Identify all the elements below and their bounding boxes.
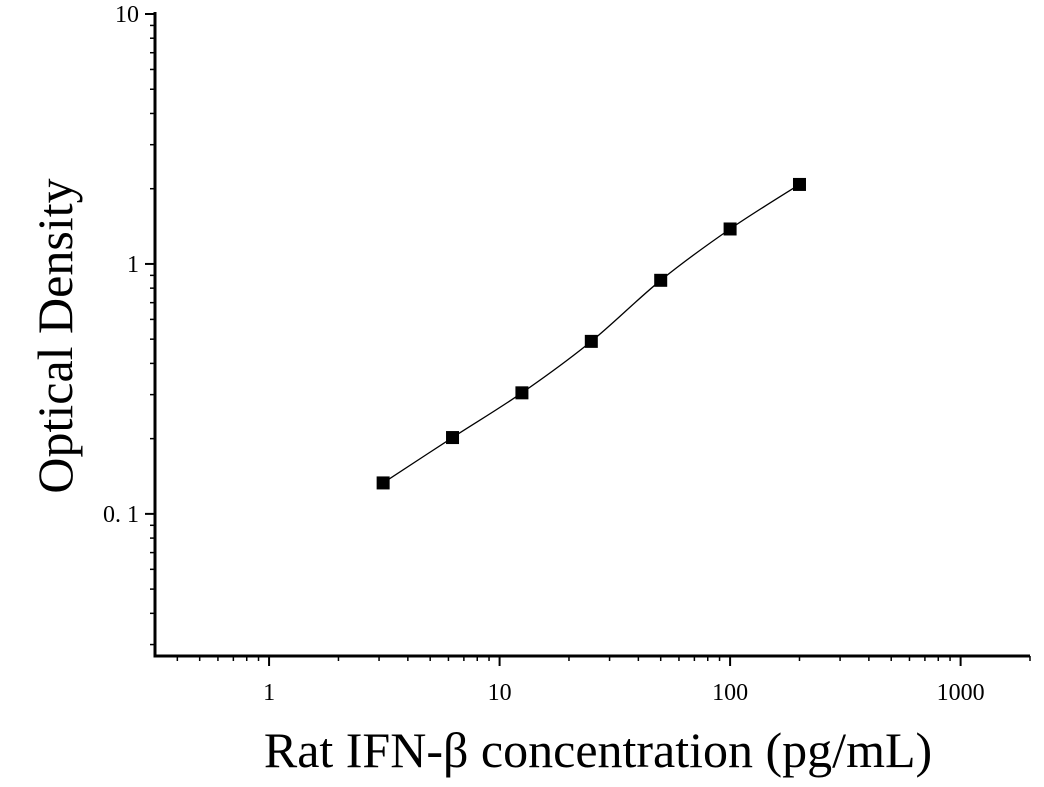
x-tick-label: 100 (712, 680, 748, 706)
data-point (584, 334, 598, 348)
y-tick-label: 0. 1 (103, 502, 139, 528)
minor-ticks (150, 24, 1031, 661)
y-axis-title: Optical Density (27, 178, 83, 493)
y-tick-label: 10 (115, 2, 139, 28)
y-tick-label: 1 (127, 252, 139, 278)
data-point (515, 386, 529, 400)
fit-curve (382, 183, 800, 484)
x-axis-title: Rat IFN-β concentration (pg/mL) (264, 722, 932, 778)
major-ticks (145, 13, 962, 666)
data-point (654, 273, 668, 287)
data-markers (376, 177, 806, 490)
x-tick-label: 10 (488, 680, 512, 706)
x-tick-label: 1 (263, 680, 275, 706)
tick-labels: 1 10 100 1000 0. 1 1 10 (103, 2, 985, 706)
data-point (446, 431, 460, 445)
axes (145, 12, 1031, 666)
x-tick-label: 1000 (937, 680, 985, 706)
data-point (792, 177, 806, 191)
data-point (376, 476, 390, 490)
data-point (723, 222, 737, 236)
